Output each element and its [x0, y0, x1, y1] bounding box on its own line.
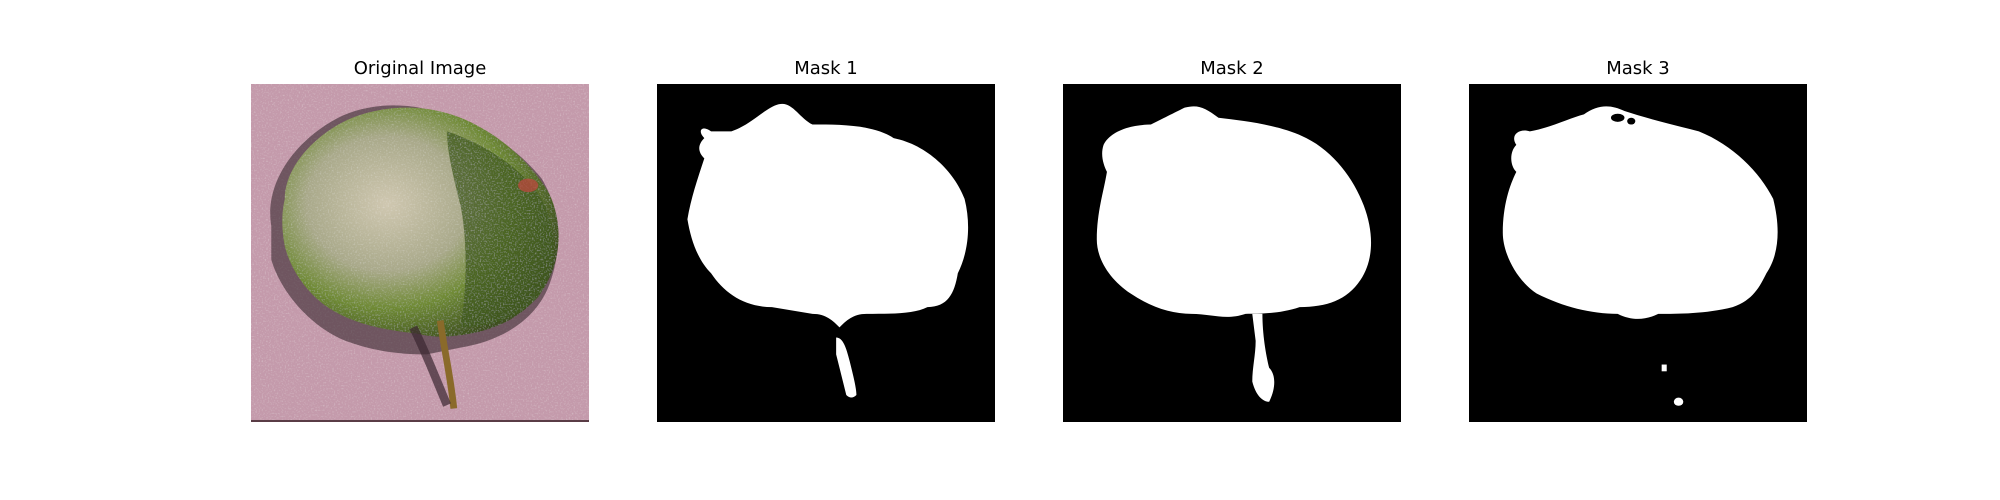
mask-2-image — [1063, 84, 1401, 422]
panel-title: Mask 3 — [1606, 58, 1670, 79]
leaf-photo — [251, 84, 589, 422]
panel-mask-1: Mask 1 — [657, 0, 995, 500]
panel-title: Original Image — [353, 58, 487, 79]
mask-hole — [1610, 113, 1625, 122]
mask-leaf-region — [687, 103, 969, 328]
panel-mask-2: Mask 2 — [1063, 0, 1401, 500]
mask-3-image — [1469, 84, 1807, 422]
panel-mask-3: Mask 3 — [1469, 0, 1807, 500]
panel-title: Mask 1 — [794, 58, 858, 79]
mask-leaf-region — [1502, 106, 1778, 319]
leaf-spot — [518, 178, 539, 193]
mask-fragment — [1673, 397, 1684, 406]
panel-title: Mask 2 — [1200, 58, 1264, 79]
mask-1-image — [657, 84, 995, 422]
leaf-stem — [436, 320, 458, 409]
stem-shadow — [409, 325, 451, 407]
mask-leaf-region — [1096, 106, 1372, 317]
mask-stem-region — [1252, 313, 1275, 402]
mask-stem-region — [836, 337, 857, 398]
panel-original-image: Original Image — [251, 0, 589, 500]
mask-hole — [1627, 117, 1636, 125]
mask-fragment — [1661, 364, 1667, 372]
